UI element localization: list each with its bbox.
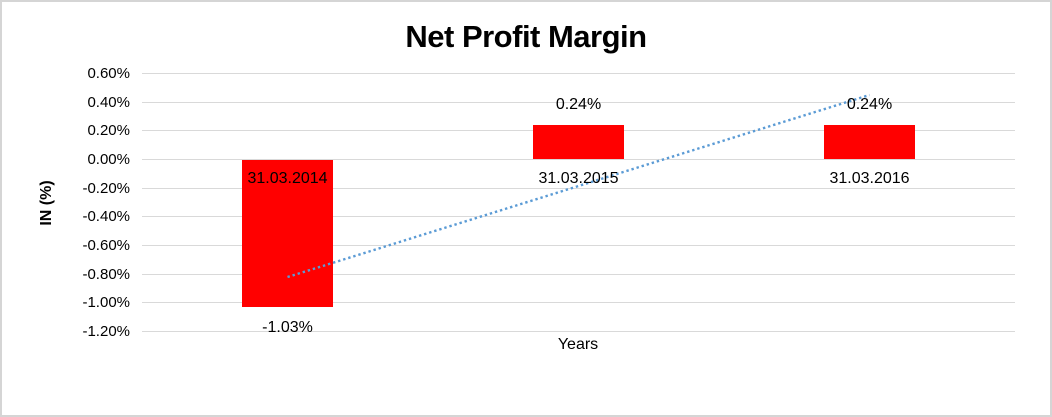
category-label: 31.03.2015 — [538, 169, 619, 187]
data-label: -1.03% — [262, 319, 313, 337]
y-axis-tick-label: -0.20% — [82, 179, 130, 197]
data-label: 0.24% — [555, 96, 602, 114]
y-axis-tick-label: -0.80% — [82, 265, 130, 283]
gridline — [142, 331, 1015, 332]
data-label: 0.24% — [846, 96, 893, 114]
category-label: 31.03.2014 — [247, 169, 328, 187]
gridline — [142, 73, 1015, 74]
chart-bar — [824, 125, 915, 160]
chart-title: Net Profit Margin — [405, 19, 647, 54]
y-axis-tick-label: -0.40% — [82, 208, 130, 226]
y-axis-tick-label: 0.40% — [87, 93, 130, 111]
y-axis-tick-label: -1.20% — [82, 323, 130, 340]
y-axis-tick-label: 0.60% — [87, 65, 130, 82]
category-label: 31.03.2016 — [829, 169, 910, 187]
y-axis-tick-label: 0.20% — [87, 122, 130, 140]
gridline — [142, 302, 1015, 304]
y-axis-tick-label: -0.60% — [82, 237, 130, 254]
chart-bar — [533, 125, 624, 160]
x-axis-title: Years — [557, 336, 599, 353]
y-axis-tick-label: 0.00% — [87, 151, 130, 168]
y-axis-tick-label: -1.00% — [82, 294, 130, 312]
